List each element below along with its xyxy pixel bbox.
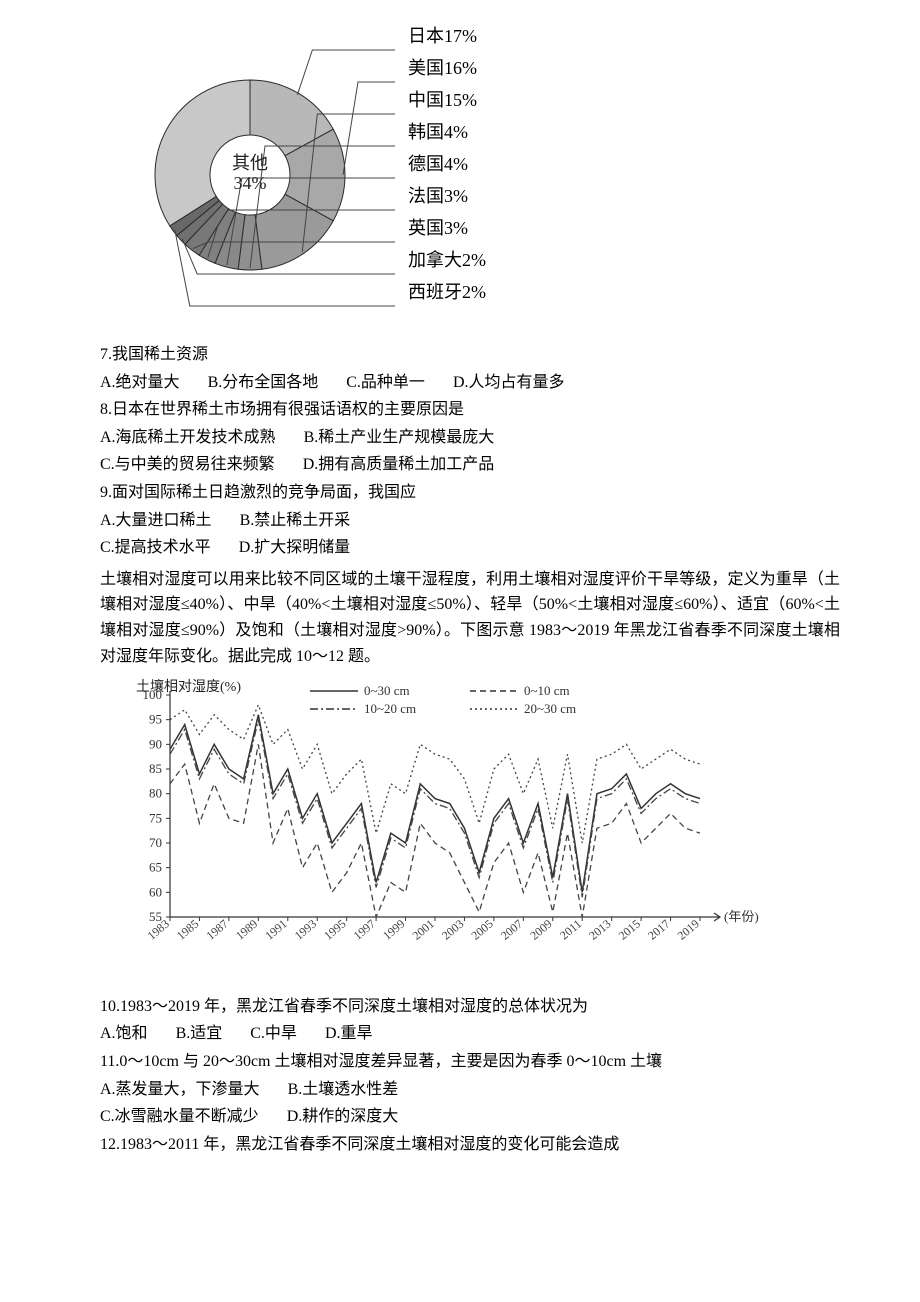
q8-options-row2: C.与中美的贸易往来频繁 D.拥有高质量稀土加工产品 bbox=[100, 452, 840, 478]
donut-slice-label: 英国3% bbox=[408, 212, 486, 244]
svg-text:2001: 2001 bbox=[410, 917, 437, 943]
svg-text:34%: 34% bbox=[234, 173, 267, 193]
q10-opt-d: D.重旱 bbox=[325, 1021, 373, 1047]
q9-opt-a: A.大量进口稀土 bbox=[100, 508, 212, 534]
q8-opt-b: B.稀土产业生产规模最庞大 bbox=[304, 425, 495, 451]
q8-opt-c: C.与中美的贸易往来频繁 bbox=[100, 452, 275, 478]
q11-options-row1: A.蒸发量大，下渗量大 B.土壤透水性差 bbox=[100, 1077, 840, 1103]
q9-options-row2: C.提高技术水平 D.扩大探明储量 bbox=[100, 535, 840, 561]
donut-slice-label: 加拿大2% bbox=[408, 244, 486, 276]
donut-slice-label: 法国3% bbox=[408, 180, 486, 212]
svg-text:2017: 2017 bbox=[645, 917, 672, 943]
donut-chart: 其他34% bbox=[140, 20, 400, 330]
svg-text:1985: 1985 bbox=[174, 917, 201, 943]
svg-text:65: 65 bbox=[149, 860, 162, 875]
q10-options: A.饱和 B.适宜 C.中旱 D.重旱 bbox=[100, 1021, 840, 1047]
q11-opt-b: B.土壤透水性差 bbox=[288, 1077, 399, 1103]
donut-slice-label: 中国15% bbox=[408, 84, 486, 116]
svg-text:1989: 1989 bbox=[233, 917, 260, 943]
q8-options-row1: A.海底稀土开发技术成熟 B.稀土产业生产规模最庞大 bbox=[100, 425, 840, 451]
q11-opt-d: D.耕作的深度大 bbox=[287, 1104, 399, 1130]
svg-text:80: 80 bbox=[149, 786, 162, 801]
svg-text:75: 75 bbox=[149, 810, 162, 825]
donut-label-column: 日本17%美国16%中国15%韩国4%德国4%法国3%英国3%加拿大2%西班牙2… bbox=[408, 20, 486, 308]
svg-text:2003: 2003 bbox=[439, 917, 466, 943]
q11-stem: 11.0～10cm 与 20～30cm 土壤相对湿度差异显著，主要是因为春季 0… bbox=[100, 1049, 840, 1075]
q8-stem: 8.日本在世界稀土市场拥有很强话语权的主要原因是 bbox=[100, 397, 840, 423]
donut-slice-label: 德国4% bbox=[408, 148, 486, 180]
svg-text:70: 70 bbox=[149, 835, 162, 850]
svg-text:2009: 2009 bbox=[527, 917, 554, 943]
q11-opt-a: A.蒸发量大，下渗量大 bbox=[100, 1077, 260, 1103]
svg-text:20~30 cm: 20~30 cm bbox=[524, 701, 576, 716]
svg-text:0~30 cm: 0~30 cm bbox=[364, 683, 410, 698]
q7-opt-b: B.分布全国各地 bbox=[208, 370, 319, 396]
svg-text:0~10 cm: 0~10 cm bbox=[524, 683, 570, 698]
q10-opt-a: A.饱和 bbox=[100, 1021, 148, 1047]
donut-slice-label: 西班牙2% bbox=[408, 276, 486, 308]
svg-text:1997: 1997 bbox=[351, 917, 378, 943]
svg-text:2007: 2007 bbox=[498, 917, 525, 943]
q7-stem: 7.我国稀土资源 bbox=[100, 342, 840, 368]
q10-stem: 10.1983～2019 年，黑龙江省春季不同深度土壤相对湿度的总体状况为 bbox=[100, 994, 840, 1020]
svg-text:10~20 cm: 10~20 cm bbox=[364, 701, 416, 716]
svg-text:2013: 2013 bbox=[586, 917, 613, 943]
svg-text:2015: 2015 bbox=[616, 917, 643, 943]
svg-text:60: 60 bbox=[149, 884, 162, 899]
q9-options-row1: A.大量进口稀土 B.禁止稀土开采 bbox=[100, 508, 840, 534]
passage-humidity: 土壤相对湿度可以用来比较不同区域的土壤干湿程度，利用土壤相对湿度评价干旱等级，定… bbox=[100, 567, 840, 669]
q8-opt-a: A.海底稀土开发技术成熟 bbox=[100, 425, 276, 451]
q11-options-row2: C.冰雪融水量不断减少 D.耕作的深度大 bbox=[100, 1104, 840, 1130]
svg-text:95: 95 bbox=[149, 712, 162, 727]
svg-text:2011: 2011 bbox=[557, 917, 584, 943]
q7-options: A.绝对量大 B.分布全国各地 C.品种单一 D.人均占有量多 bbox=[100, 370, 840, 396]
q7-opt-c: C.品种单一 bbox=[346, 370, 425, 396]
svg-text:1987: 1987 bbox=[203, 917, 230, 943]
svg-text:1995: 1995 bbox=[321, 917, 348, 943]
q8-opt-d: D.拥有高质量稀土加工产品 bbox=[303, 452, 495, 478]
q7-opt-d: D.人均占有量多 bbox=[453, 370, 565, 396]
donut-slice-label: 日本17% bbox=[408, 20, 486, 52]
svg-text:(年份): (年份) bbox=[724, 909, 759, 924]
svg-text:85: 85 bbox=[149, 761, 162, 776]
q12-stem: 12.1983～2011 年，黑龙江省春季不同深度土壤相对湿度的变化可能会造成 bbox=[100, 1132, 840, 1158]
q10-opt-b: B.适宜 bbox=[176, 1021, 223, 1047]
q9-opt-b: B.禁止稀土开采 bbox=[240, 508, 351, 534]
q9-stem: 9.面对国际稀土日趋激烈的竞争局面，我国应 bbox=[100, 480, 840, 506]
donut-slice-label: 韩国4% bbox=[408, 116, 486, 148]
soil-humidity-line-chart: 556065707580859095100土壤相对湿度(%)1983198519… bbox=[110, 677, 770, 977]
line-chart-block: 556065707580859095100土壤相对湿度(%)1983198519… bbox=[110, 677, 840, 986]
donut-slice-label: 美国16% bbox=[408, 52, 486, 84]
q7-opt-a: A.绝对量大 bbox=[100, 370, 180, 396]
svg-text:90: 90 bbox=[149, 736, 162, 751]
svg-text:1999: 1999 bbox=[380, 917, 407, 943]
q9-opt-d: D.扩大探明储量 bbox=[239, 535, 351, 561]
svg-text:1991: 1991 bbox=[262, 917, 289, 943]
svg-text:2005: 2005 bbox=[468, 917, 495, 943]
svg-text:1993: 1993 bbox=[292, 917, 319, 943]
q11-opt-c: C.冰雪融水量不断减少 bbox=[100, 1104, 259, 1130]
svg-text:2019: 2019 bbox=[675, 917, 702, 943]
q10-opt-c: C.中旱 bbox=[250, 1021, 297, 1047]
svg-text:其他: 其他 bbox=[232, 153, 268, 173]
q9-opt-c: C.提高技术水平 bbox=[100, 535, 211, 561]
svg-text:土壤相对湿度(%): 土壤相对湿度(%) bbox=[136, 678, 241, 695]
donut-chart-block: 其他34% 日本17%美国16%中国15%韩国4%德国4%法国3%英国3%加拿大… bbox=[140, 20, 840, 330]
